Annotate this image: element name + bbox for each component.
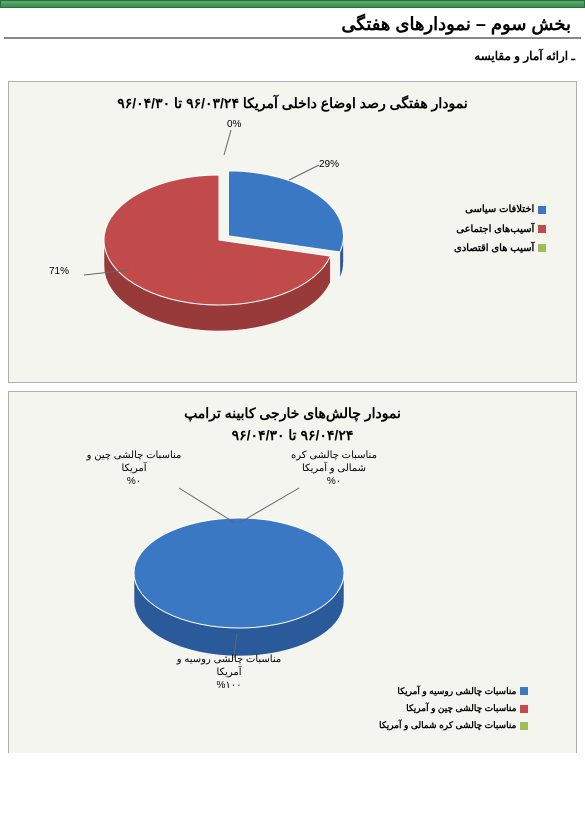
chart-2-title: نمودار چالش‌های خارجی کابینه ترامپ۹۶/۰۴/… — [9, 392, 576, 453]
chart-1-pie — [29, 120, 409, 370]
chart-2-label-ru: مناسبات چالشی روسیه وآمریکا %۱۰۰ — [169, 653, 289, 692]
legend-item: آسیب های اقتصادی — [454, 239, 546, 258]
chart-1-label-29: 29% — [319, 158, 339, 171]
chart-2: نمودار چالش‌های خارجی کابینه ترامپ۹۶/۰۴/… — [8, 391, 577, 753]
chart-1-legend: اختلافات سیاسی آسیب‌های اجتماعی آسیب های… — [454, 200, 546, 257]
label-text: مناسبات چالشی روسیه وآمریکا — [177, 654, 281, 678]
label-text: مناسبات چالشی کرهشمالی و آمریکا — [291, 450, 377, 474]
chart-1-title: نمودار هفتگی رصد اوضاع داخلی آمریکا ۹۶/۰… — [9, 82, 576, 120]
header-bar — [0, 0, 585, 8]
chart-1-label-0: 0% — [227, 118, 241, 131]
page-title: بخش سوم – نمودارهای هفتگی — [4, 8, 581, 39]
chart-2-legend: مناسبات چالشی روسیه و آمریکا مناسبات چال… — [379, 683, 528, 735]
chart-1: نمودار هفتگی رصد اوضاع داخلی آمریکا ۹۶/۰… — [8, 81, 577, 383]
legend-item: اختلافات سیاسی — [454, 200, 546, 219]
chart-1-label-71: 71% — [49, 265, 69, 278]
legend-item: مناسبات چالشی روسیه و آمریکا — [379, 683, 528, 700]
label-text: مناسبات چالشی چین وآمریکا — [87, 450, 182, 474]
legend-item: آسیب‌های اجتماعی — [454, 220, 546, 239]
chart-2-label-cn: مناسبات چالشی چین وآمریکا %۰ — [79, 449, 189, 488]
page-subtitle: ـ ارائه آمار و مقایسه — [0, 49, 585, 73]
legend-item: مناسبات چالشی چین و آمریکا — [379, 700, 528, 717]
legend-item: مناسبات چالشی کره شمالی و آمریکا — [379, 717, 528, 734]
chart-2-label-nk: مناسبات چالشی کرهشمالی و آمریکا %۰ — [279, 449, 389, 488]
